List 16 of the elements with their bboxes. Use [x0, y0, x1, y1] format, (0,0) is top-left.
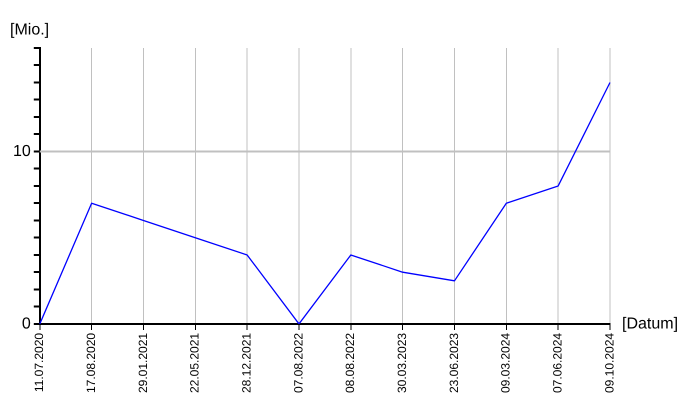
y-axis-title: [Mio.]	[10, 21, 50, 38]
x-tick-label: 07.08.2022	[291, 332, 306, 394]
x-tick-label: 09.10.2024	[602, 332, 616, 394]
x-tick-label: 09.03.2024	[498, 332, 513, 394]
x-tick-label: 07.06.2024	[550, 332, 564, 394]
x-tick-label: 08.08.2022	[343, 332, 358, 394]
x-tick-label: 11.07.2020	[32, 332, 46, 392]
x-tick-label: 17.08.2020	[84, 332, 98, 394]
x-tick-label: 28.12.2021	[239, 332, 254, 394]
x-tick-label: 29.01.2021	[136, 332, 150, 394]
x-tick-label: 23.06.2023	[446, 332, 461, 394]
y-tick-label: 10	[13, 142, 31, 160]
x-axis-title: [Datum]	[622, 315, 678, 332]
y-tick-label: 0	[22, 315, 31, 332]
x-tick-label: 30.03.2023	[394, 332, 409, 394]
x-tick-label: 22.05.2021	[188, 332, 202, 394]
